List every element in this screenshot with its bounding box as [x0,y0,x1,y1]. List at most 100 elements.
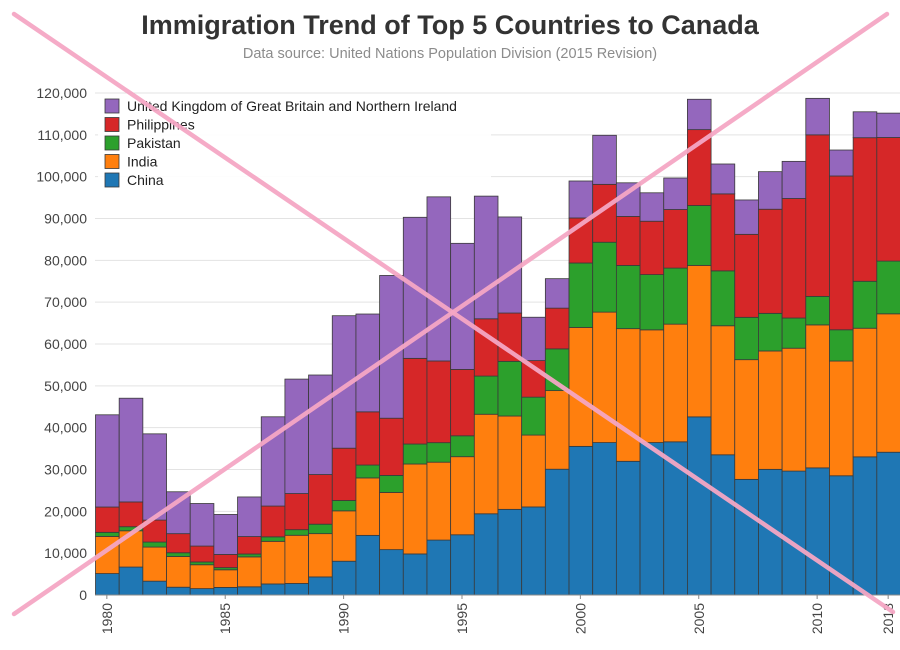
y-tick-label: 30,000 [44,462,87,478]
bar-segment [284,493,309,531]
x-tick-label: 2005 [691,603,707,634]
bar-segment [829,329,854,362]
y-tick-label: 10,000 [44,545,87,561]
bar-segment [308,374,333,475]
bar-segment [829,149,854,177]
bar-segment [260,536,286,542]
bar-segment [331,560,357,596]
bar-segment [426,442,452,463]
bar-segment [615,328,641,462]
bar-segment [355,534,381,596]
bar-segment [639,274,665,331]
x-tick-label: 1990 [336,603,352,634]
bar-segment [402,443,428,465]
bar-segment [497,415,523,510]
bar-segment [284,534,309,584]
legend-swatch [104,117,120,132]
bar-segment [521,506,546,596]
bar-segment [687,205,712,266]
bar-segment [260,540,286,585]
y-tick-label: 20,000 [44,503,87,519]
bar-segment [142,541,167,548]
bar-segment [355,477,381,536]
bar-segment [426,196,452,362]
bar-segment [450,435,475,458]
bar-segment [544,468,570,596]
bar-segment [734,316,759,361]
bar-segment [189,561,215,566]
bar-segment [213,569,238,588]
bar-segment [95,531,120,537]
bar-segment [189,503,215,547]
bar-segment [852,137,878,282]
bar-segment [426,360,452,444]
bar-segment [142,546,167,582]
bar-segment [734,359,759,480]
chart-subtitle: Data source: United Nations Population D… [242,46,658,62]
legend-swatch [104,135,120,151]
bar-segment [592,134,617,185]
bar-segment [615,216,641,266]
y-tick-label: 80,000 [44,252,87,268]
bar-segment [521,434,546,508]
bar-segment [260,505,286,538]
bar-segment [450,534,475,596]
bar-segment [331,447,357,501]
bar-segment [781,317,807,349]
y-tick-label: 100,000 [36,169,87,185]
bar-segment [473,513,499,596]
bar-segment [781,198,807,319]
bar-segment [450,369,475,437]
bar-segment [734,199,759,235]
bar-segment [497,508,523,596]
bar-segment [710,325,736,456]
legend-swatch [104,98,120,114]
bar-segment [687,416,712,596]
bar-segment [876,260,900,315]
bar-segment [118,501,144,528]
bar-segment [876,313,900,453]
bar-segment [758,208,783,314]
bar-segment [166,533,191,554]
bar-segment [95,414,120,508]
bar-segment [876,137,900,262]
y-tick-label: 40,000 [44,420,87,436]
bar-segment [237,586,262,596]
bar-segment [284,529,309,536]
bar-segment [284,583,309,596]
legend: United Kingdom of Great Britain and Nort… [98,95,491,192]
bar-segment [568,262,594,328]
bar-segment [355,411,381,466]
y-tick-label: 90,000 [44,211,87,227]
bar-segment [379,492,404,551]
legend-label: India [127,154,158,170]
bar-segment [237,536,262,555]
bar-segment [237,553,262,558]
bar-segment [639,442,665,596]
bar-segment [213,587,238,596]
bar-segment [379,549,404,596]
bar-segment [355,464,381,479]
bar-segment [592,442,617,596]
bar-segment [615,265,641,330]
x-tick-label: 1995 [454,603,470,634]
bar-segment [734,478,759,596]
legend-background [98,95,491,192]
bar-segment [852,111,878,139]
bar-segment [829,360,854,477]
bar-segment [166,556,191,588]
bar-segment [687,98,712,131]
bar-segment [615,460,641,596]
bar-segment [497,360,523,417]
bar-segment [521,316,546,362]
bar-segment [852,327,878,458]
legend-label: China [127,172,164,188]
bar-segment [379,417,404,476]
x-tick-label: 1980 [99,603,115,634]
bar-segment [852,456,878,596]
bar-segment [781,160,807,199]
bar-segment [260,583,286,596]
bar-segment [402,553,428,596]
bar-segment [663,209,688,269]
